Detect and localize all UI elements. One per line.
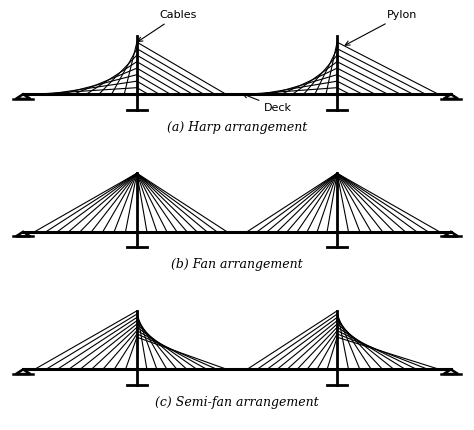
Text: (a) Harp arrangement: (a) Harp arrangement bbox=[167, 121, 307, 134]
Text: (b) Fan arrangement: (b) Fan arrangement bbox=[171, 258, 303, 271]
Text: (c) Semi-fan arrangement: (c) Semi-fan arrangement bbox=[155, 396, 319, 409]
Text: Pylon: Pylon bbox=[345, 10, 418, 45]
Text: Cables: Cables bbox=[138, 10, 197, 42]
Text: Deck: Deck bbox=[243, 94, 292, 113]
